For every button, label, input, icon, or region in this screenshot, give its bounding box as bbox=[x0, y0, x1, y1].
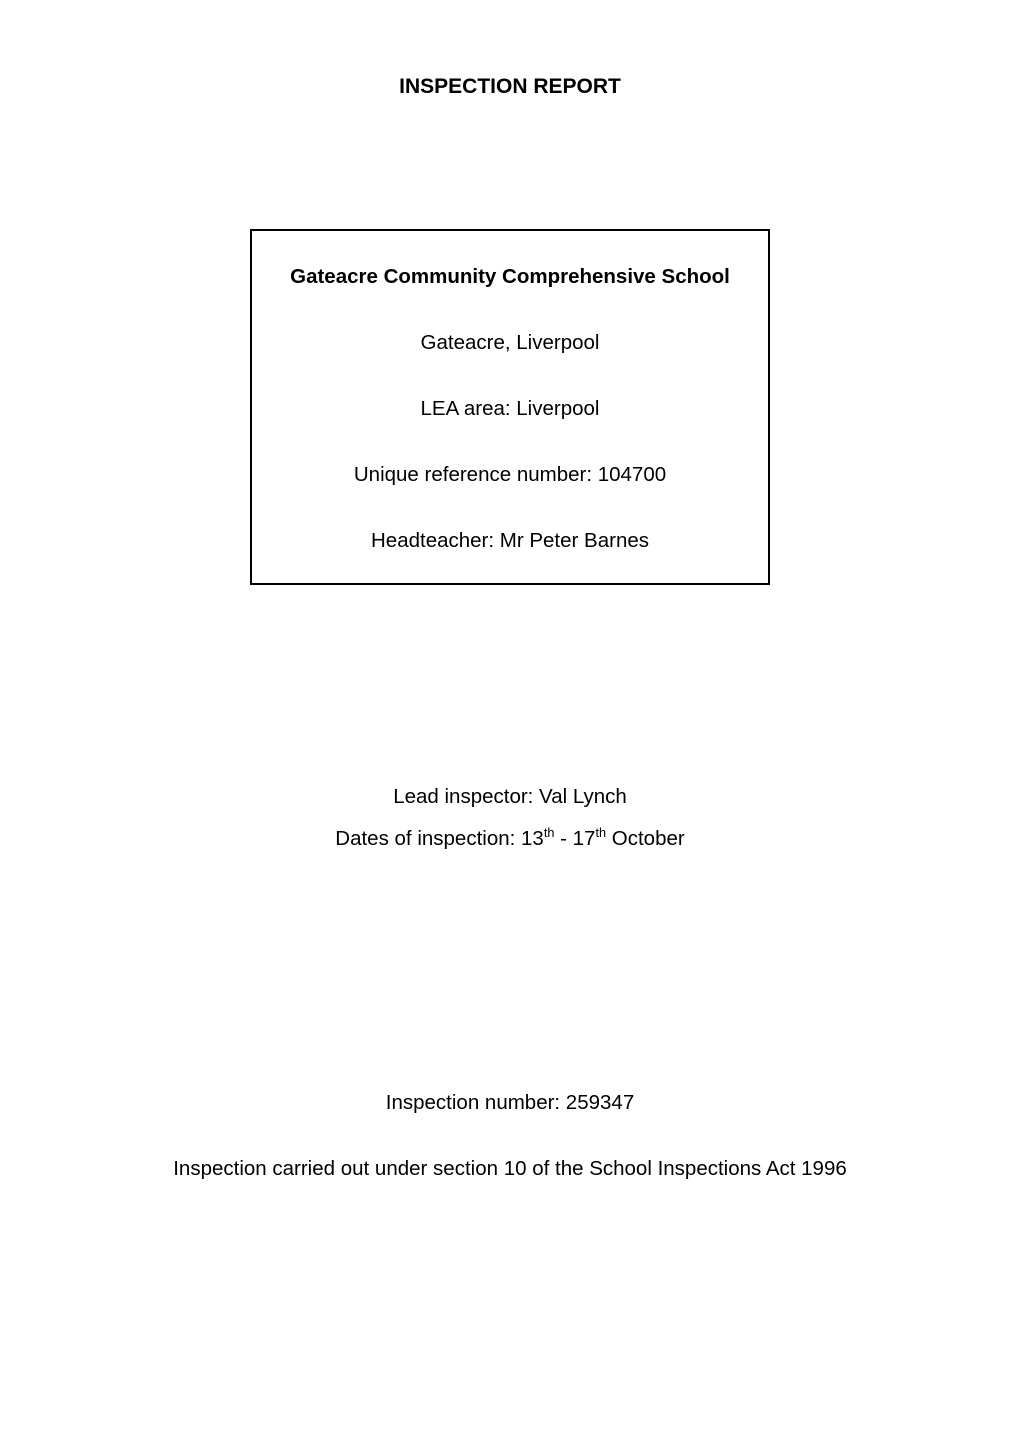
unique-reference-number: Unique reference number: 104700 bbox=[280, 463, 740, 487]
dates-prefix: Dates of inspection: 13 bbox=[335, 827, 544, 850]
report-title: INSPECTION REPORT bbox=[130, 75, 890, 99]
inspection-number: Inspection number: 259347 bbox=[130, 1091, 890, 1115]
headteacher: Headteacher: Mr Peter Barnes bbox=[280, 529, 740, 553]
lea-area: LEA area: Liverpool bbox=[280, 397, 740, 421]
dates-ordinal-2: th bbox=[595, 825, 606, 840]
school-location: Gateacre, Liverpool bbox=[280, 331, 740, 355]
dates-of-inspection: Dates of inspection: 13th - 17th October bbox=[130, 827, 890, 851]
dates-mid: - 17 bbox=[554, 827, 595, 850]
dates-suffix: October bbox=[606, 827, 685, 850]
school-name: Gateacre Community Comprehensive School bbox=[280, 265, 740, 289]
inspection-act-statement: Inspection carried out under section 10 … bbox=[130, 1157, 890, 1181]
page: INSPECTION REPORT Gateacre Community Com… bbox=[0, 0, 1020, 1441]
school-info-box: Gateacre Community Comprehensive School … bbox=[250, 229, 770, 585]
dates-ordinal-1: th bbox=[544, 825, 555, 840]
lead-inspector: Lead inspector: Val Lynch bbox=[130, 785, 890, 809]
